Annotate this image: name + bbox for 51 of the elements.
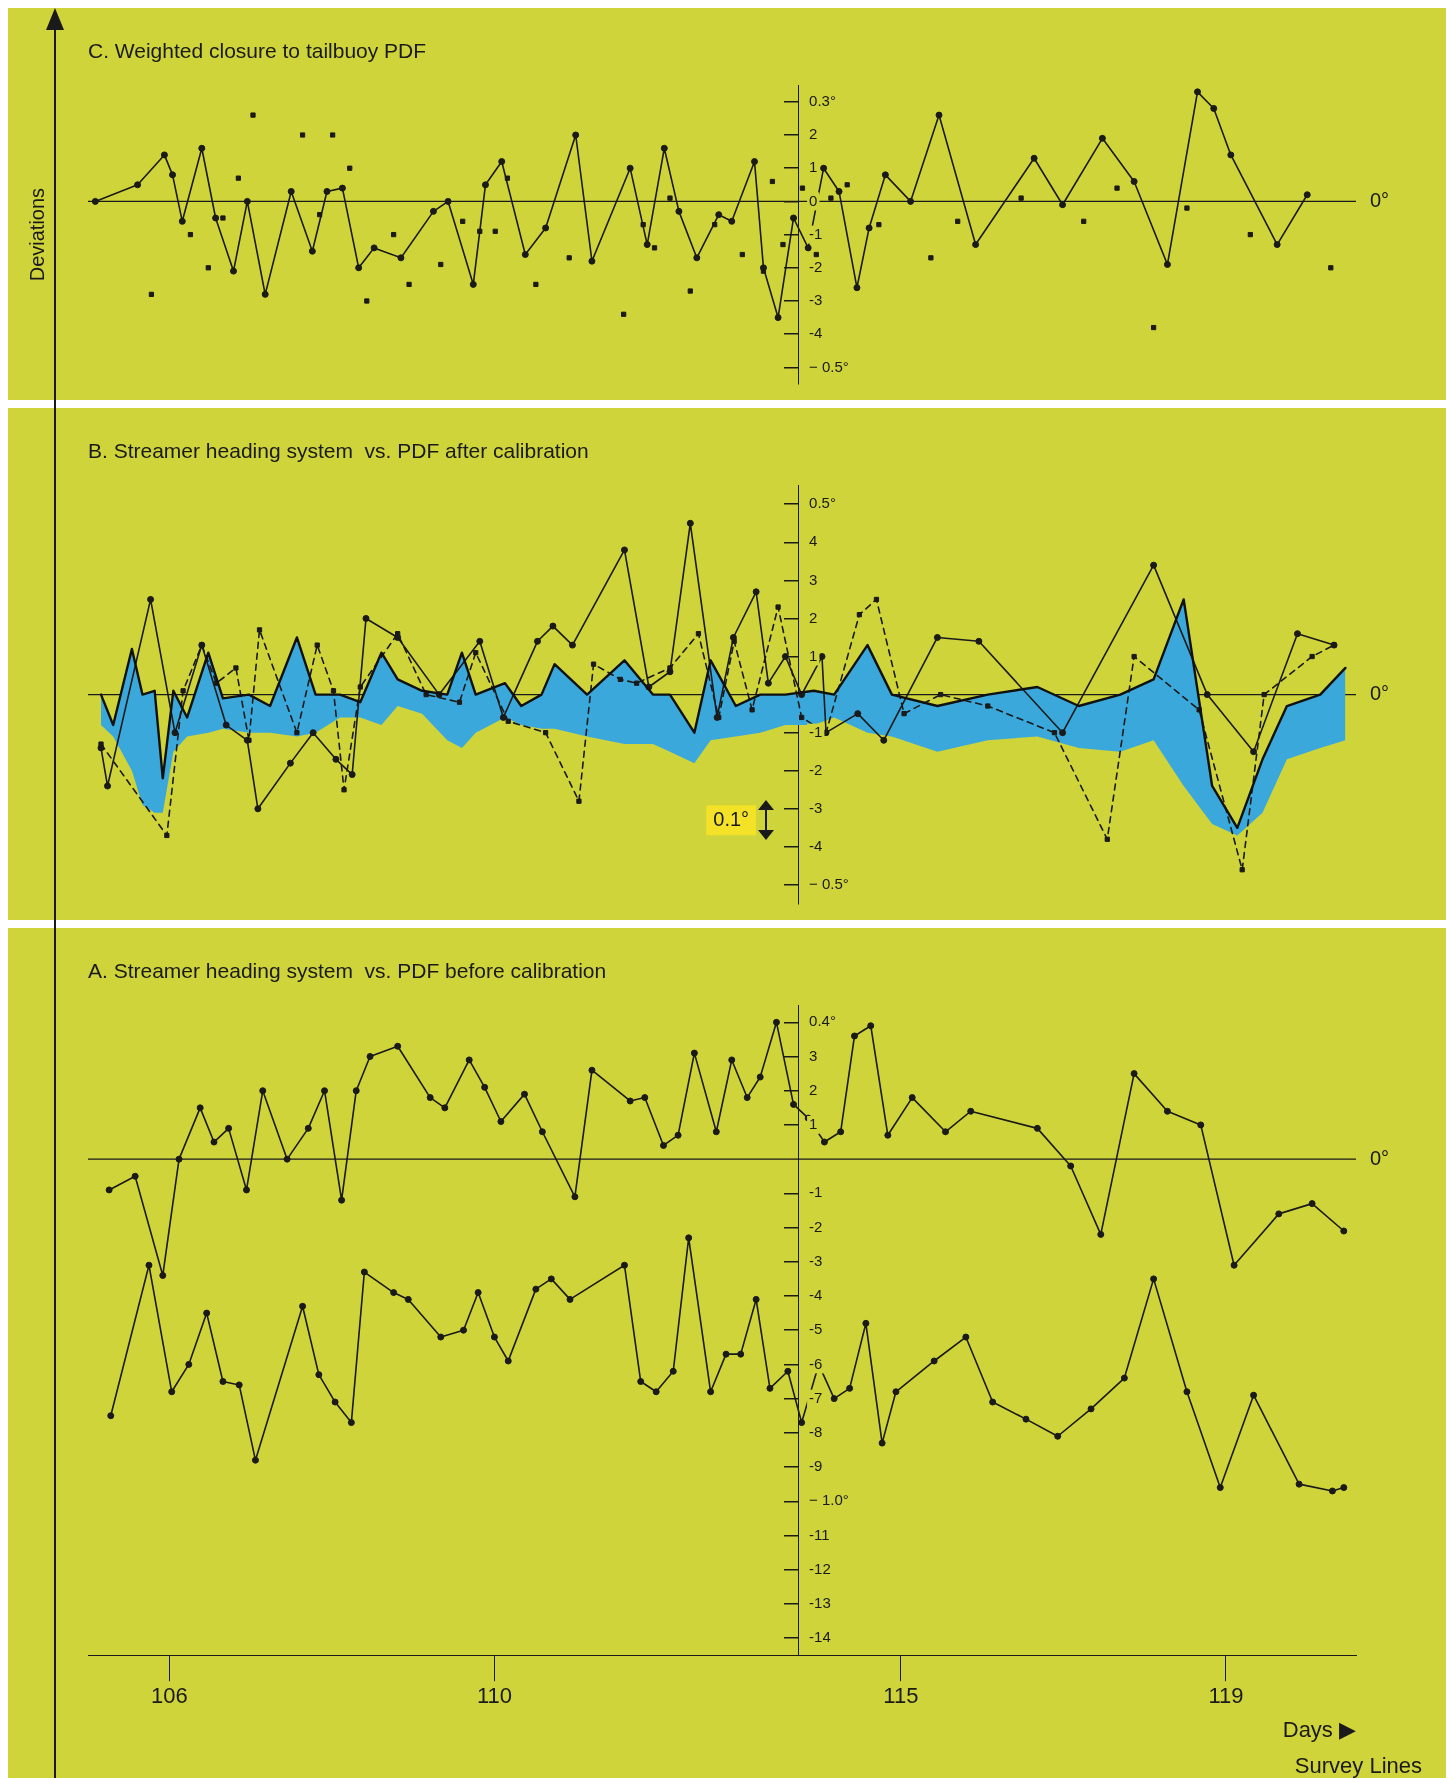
ref-line-label: 0° xyxy=(1370,1146,1390,1169)
y-tick-label: 4 xyxy=(809,532,818,550)
y-tick-label: 2 xyxy=(809,125,818,143)
ref-line-label: 0° xyxy=(1370,682,1390,705)
chart-title: B. Streamer heading system vs. PDF after calibration xyxy=(88,439,589,463)
y-tick-label: -2 xyxy=(809,760,823,778)
y2-tick-label: − 1.0° xyxy=(809,1491,849,1509)
y-tick-label: -13 xyxy=(809,1594,831,1612)
y2-tick-label: 0.4° xyxy=(809,1012,836,1030)
y-tick-label: -1 xyxy=(809,1183,823,1201)
y-tick-label: -4 xyxy=(809,837,823,855)
y-tick-label: -8 xyxy=(809,1422,823,1440)
y-tick-label: -7 xyxy=(809,1388,823,1406)
y-axis-title: Deviations xyxy=(25,187,48,282)
y-tick-label: 2 xyxy=(809,608,818,626)
y-tick-label: 2 xyxy=(809,1080,818,1098)
text: Survey Lines xyxy=(1294,1753,1422,1778)
x-axis-title: Days ▶ xyxy=(1282,1716,1356,1742)
y-tick-label: -4 xyxy=(809,324,823,342)
y-tick-label: 0 xyxy=(809,191,818,209)
y-tick-label: 1 xyxy=(809,158,818,176)
y-tick-label: -2 xyxy=(809,1217,823,1235)
y-tick-label: 1 xyxy=(809,646,818,664)
y-tick-label: -4 xyxy=(809,1286,823,1304)
y-tick-label: -1 xyxy=(809,722,823,740)
y2-tick-label: − 0.5° xyxy=(809,875,849,893)
y-tick-label: -14 xyxy=(809,1628,831,1646)
y-tick-label: -3 xyxy=(809,291,823,309)
x-tick-label: 106 xyxy=(150,1683,188,1709)
chart-title: C. Weighted closure to tailbuoy PDF xyxy=(88,39,427,63)
y-tick-label: 3 xyxy=(809,570,818,588)
x-tick-label: 110 xyxy=(476,1683,512,1709)
y2-tick-label: − 0.5° xyxy=(809,357,849,375)
y-tick-label: -1 xyxy=(809,224,823,242)
y-tick-label: -12 xyxy=(809,1559,831,1577)
y-tick-label: 3 xyxy=(809,1046,818,1064)
y-tick-label: -5 xyxy=(809,1320,823,1338)
y-tick-label: -2 xyxy=(809,257,823,275)
y-tick-label: -11 xyxy=(809,1525,830,1543)
y-tick-label: -9 xyxy=(809,1457,823,1475)
y-tick-label: -3 xyxy=(809,1251,823,1269)
y2-tick-label: 0.5° xyxy=(809,494,836,512)
x-tick-label: 119 xyxy=(1208,1683,1244,1709)
y-tick-label: 1 xyxy=(809,1115,818,1133)
ref-line-label: 0° xyxy=(1370,188,1390,211)
x-tick-label: 115 xyxy=(883,1683,919,1709)
annotation: 0.1° xyxy=(713,807,750,830)
chart-title: A. Streamer heading system vs. PDF before calibration xyxy=(88,959,607,983)
y-tick-label: -3 xyxy=(809,798,823,816)
y2-tick-label: 0.3° xyxy=(809,91,836,109)
y-tick-label: -6 xyxy=(809,1354,823,1372)
